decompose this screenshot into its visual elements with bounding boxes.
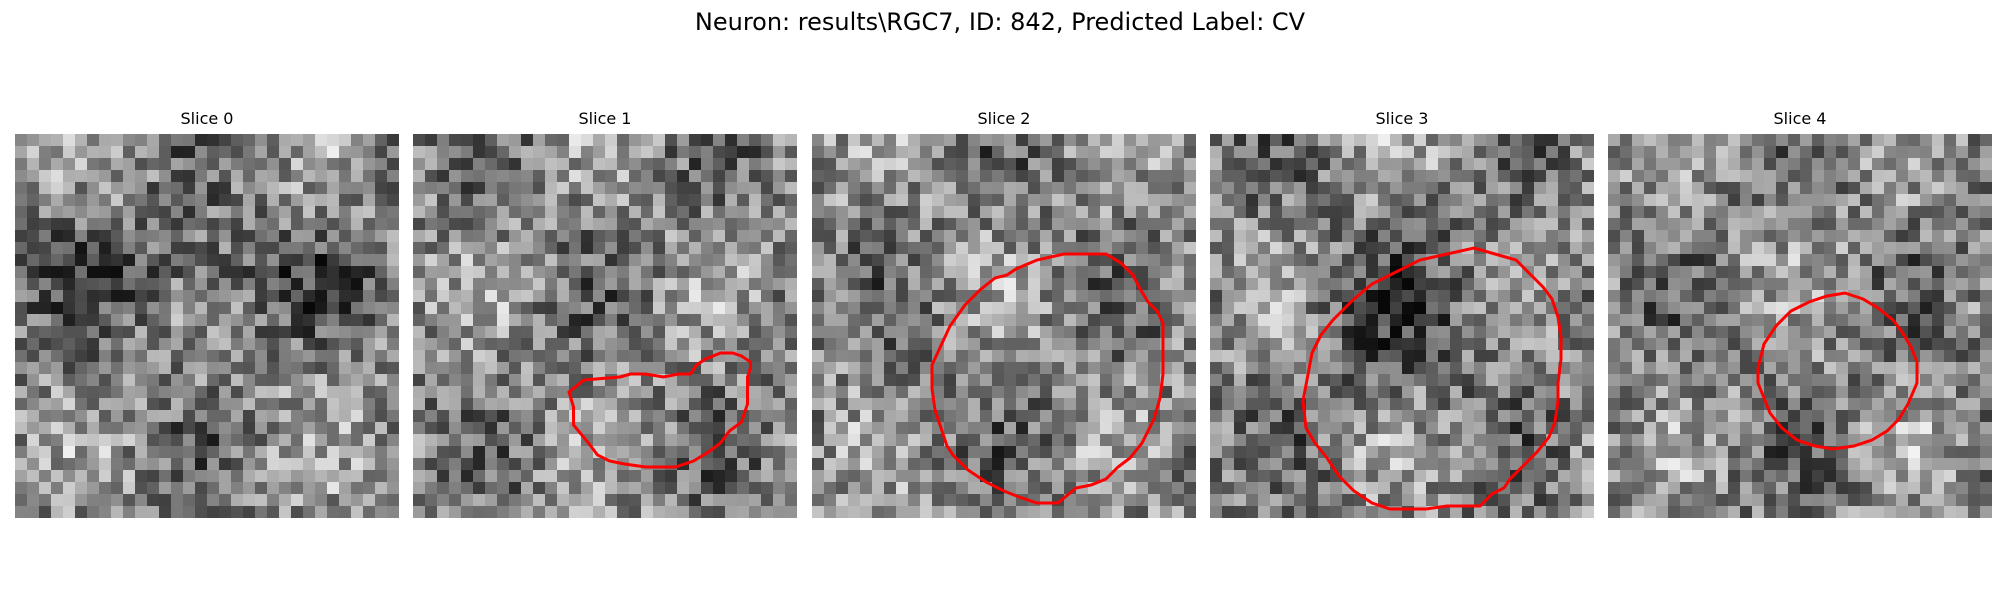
slice-4-contour-overlay (1756, 291, 1919, 451)
slice-1-grayscale-image (413, 134, 797, 518)
slice-0-title: Slice 0 (180, 109, 234, 128)
slice-2-title: Slice 2 (977, 109, 1031, 128)
slice-3-grayscale-image (1210, 134, 1594, 518)
slice-4-grayscale-image (1608, 134, 1992, 518)
slice-4-title: Slice 4 (1773, 109, 1827, 128)
slice-2-contour-overlay (930, 252, 1165, 505)
slice-1-contour (567, 351, 752, 469)
slice-1-panel: Slice 1 (413, 108, 797, 518)
slice-0-panel: Slice 0 (15, 108, 399, 518)
slice-1-contour-overlay (567, 351, 752, 469)
slice-4-panel: Slice 4 (1608, 108, 1992, 518)
figure-title: Neuron: results\RGC7, ID: 842, Predicted… (694, 8, 1306, 36)
slice-4-contour (1756, 291, 1919, 451)
slice-3-image (1210, 134, 1594, 518)
slice-2-contour (930, 252, 1165, 505)
slice-1-image (413, 134, 797, 518)
slice-0-grayscale-image (15, 134, 399, 518)
slice-4-image (1608, 134, 1992, 518)
slice-2-panel: Slice 2 (812, 108, 1196, 518)
slice-0-image (15, 134, 399, 518)
slice-3-title: Slice 3 (1375, 109, 1429, 128)
slice-1-title: Slice 1 (578, 109, 632, 128)
slice-3-contour (1301, 246, 1563, 511)
slice-3-contour-overlay (1301, 246, 1563, 511)
slice-3-panel: Slice 3 (1210, 108, 1594, 518)
slice-2-image (812, 134, 1196, 518)
